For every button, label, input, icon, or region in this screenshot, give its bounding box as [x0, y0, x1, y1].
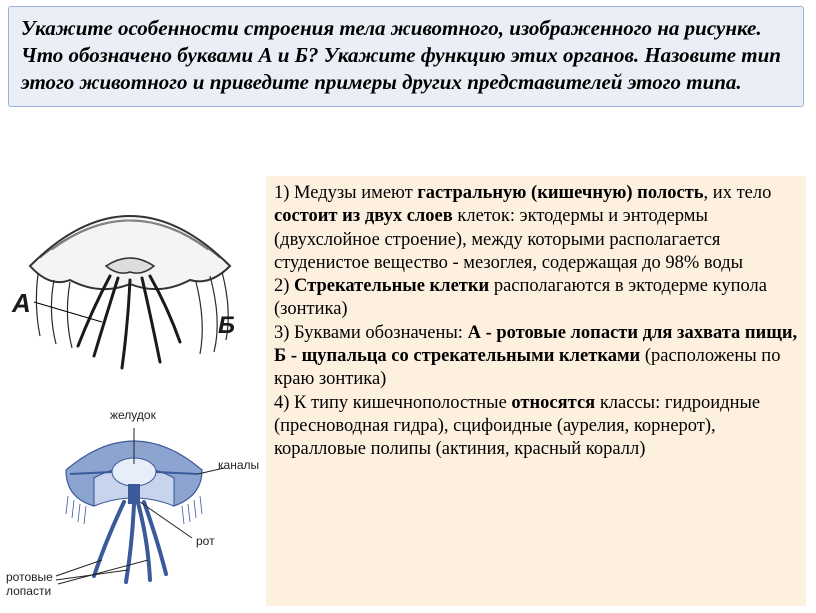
diagram-label-canals: каналы [218, 458, 259, 472]
diagram-label-mouth: рот [196, 534, 215, 548]
answer-text: 1) Медузы имеют гастральную (кишечную) п… [274, 182, 798, 462]
diagram-label-oral-lobes: ротовые лопасти [6, 570, 53, 598]
question-box: Укажите особенности строения тела животн… [8, 6, 804, 107]
label-a: А [12, 288, 31, 319]
ans-1c: , их тело [704, 183, 772, 203]
ans-2a: 2) [274, 276, 294, 296]
ans-4b: относятся [511, 393, 595, 413]
answer-box: 1) Медузы имеют гастральную (кишечную) п… [266, 176, 806, 606]
diagram-label-stomach: желудок [110, 408, 156, 422]
ans-1b: гастральную (кишечную) полость [417, 183, 703, 203]
ans-4a: 4) К типу кишечнополостные [274, 393, 511, 413]
ans-3a: 3) Буквами обозначены: [274, 323, 468, 343]
ans-2b: Стрекательные клетки [294, 276, 489, 296]
label-b: Б [218, 312, 235, 340]
jellyfish-sketch [10, 176, 250, 376]
ans-1d: состоит из двух слоев [274, 206, 453, 226]
ans-1a: 1) Медузы имеют [274, 183, 417, 203]
question-text: Укажите особенности строения тела животн… [21, 15, 791, 96]
